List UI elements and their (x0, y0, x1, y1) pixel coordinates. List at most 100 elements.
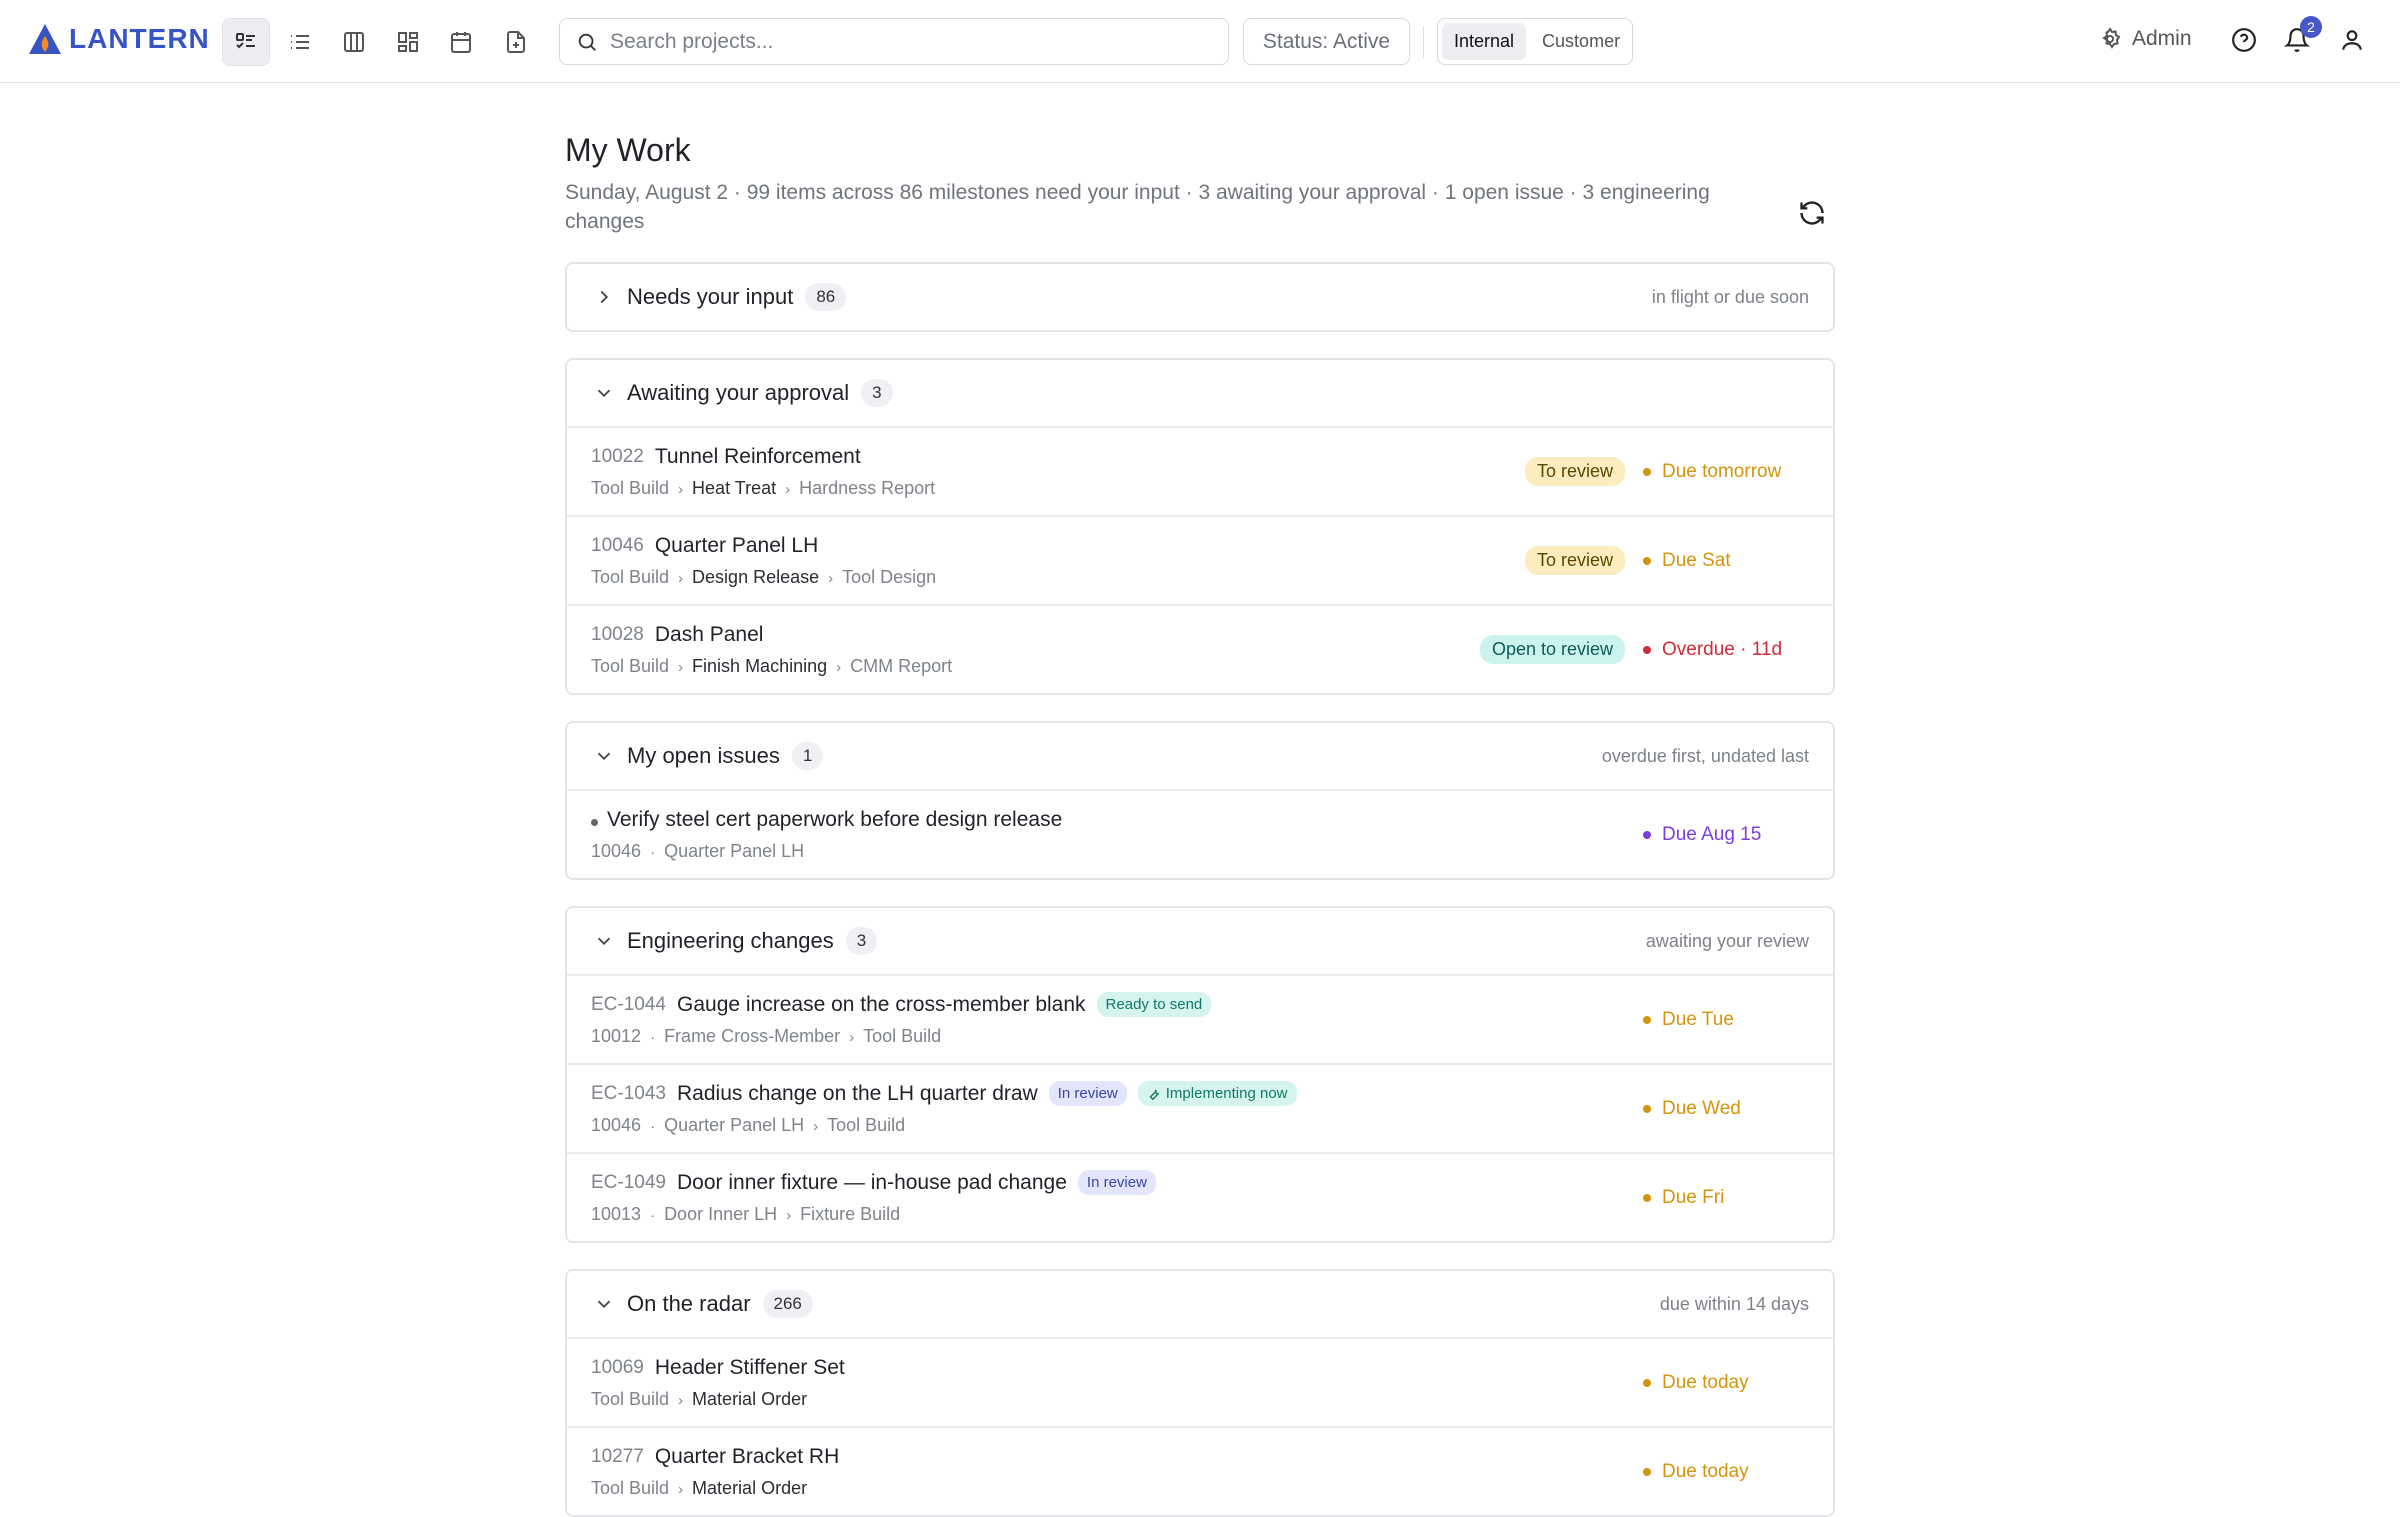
view-list[interactable] (276, 18, 324, 66)
reference: Quarter Panel LH (664, 840, 805, 861)
item-row[interactable]: 10028 Dash Panel Tool Build › Finish Machini… (567, 604, 1833, 693)
logo-text: LANTERN (69, 23, 210, 54)
content: My Work Sunday, August 2 · 99 items acro… (565, 83, 1835, 1517)
view-board[interactable] (330, 18, 378, 66)
status-filter[interactable]: Status: Active (1243, 18, 1410, 65)
item-title-line: EC-1049 Door inner fixture — in-house pad… (591, 1170, 1643, 1195)
breadcrumb: Tool Build (591, 1477, 670, 1498)
view-my-work[interactable] (222, 18, 270, 66)
tag-label: In review (1086, 1174, 1147, 1191)
section-note: overdue first, undated last (1601, 745, 1809, 766)
item-main: EC-1049 Door inner fixture — in-house pad… (591, 1170, 1643, 1225)
item-row[interactable]: 10022 Tunnel Reinforcement Tool Build › Heat… (567, 426, 1833, 515)
page-subtitle: Sunday, August 2 · 99 items across 86 mi… (565, 181, 1710, 233)
due-dot (1643, 1467, 1651, 1476)
reference: Quarter Panel LH (664, 1115, 805, 1135)
help-button[interactable] (2231, 27, 2257, 53)
refresh-button[interactable] (1798, 199, 1826, 227)
separator: · (650, 1029, 656, 1046)
separator: · (650, 1118, 656, 1135)
logo[interactable]: LANTERN (27, 22, 210, 56)
separator: › (678, 480, 684, 498)
item-tag: In review (1077, 1170, 1156, 1195)
user-button[interactable] (2339, 27, 2365, 53)
item-code: 10028 (591, 623, 644, 645)
due-dot (1643, 1193, 1651, 1202)
reference: 10046 (591, 840, 642, 861)
due-label: Due Aug 15 (1662, 823, 1762, 845)
chevron (593, 382, 615, 404)
tag-label: In review (1057, 1085, 1118, 1102)
item-title-line: Verify steel cert paperwork before desig… (591, 808, 1643, 832)
item-tag: Ready to send (1096, 992, 1212, 1017)
breadcrumb: Tool Build (591, 1388, 670, 1409)
section-header[interactable]: Needs your input 86 in flight or due soon (567, 264, 1833, 330)
view-calendar[interactable] (437, 18, 485, 66)
separator: › (678, 569, 684, 587)
section-count: 86 (805, 283, 847, 311)
due-label: Overdue · 11d (1662, 638, 1783, 660)
section-title: Awaiting your approval (627, 380, 850, 405)
item-main: 10277 Quarter Bracket RH Tool Build › Materi… (591, 1445, 1643, 1499)
section-count: 3 (861, 379, 893, 407)
reference: Fixture Build (800, 1204, 901, 1224)
due-date: Overdue · 11d (1643, 639, 1833, 661)
section-header[interactable]: My open issues 1 overdue first, undated la… (567, 723, 1833, 789)
toggle-option[interactable]: Customer (1542, 31, 1621, 51)
breadcrumb: Tool Design (842, 566, 937, 587)
due-date: Due Wed (1643, 1098, 1833, 1120)
item-row[interactable]: Verify steel cert paperwork before desig… (567, 789, 1833, 878)
item-tag: In review (1048, 1081, 1127, 1106)
separator: › (785, 480, 791, 498)
due-dot (1643, 830, 1651, 839)
admin-link[interactable]: Admin (2098, 27, 2192, 51)
breadcrumb: Hardness Report (799, 477, 936, 498)
reference: 10012 (591, 1026, 642, 1046)
item-name: Verify steel cert paperwork before desig… (607, 807, 1063, 831)
item-row[interactable]: EC-1049 Door inner fixture — in-house pad… (567, 1152, 1833, 1241)
breadcrumb: Design Release (692, 566, 820, 587)
due-label: Due Sat (1662, 549, 1731, 571)
section-note: awaiting your review (1645, 930, 1809, 951)
toggle-option[interactable]: Internal (1442, 23, 1527, 60)
item-title-line: 10022 Tunnel Reinforcement (591, 445, 1525, 469)
view-grid[interactable] (384, 18, 432, 66)
item-title-line: 10277 Quarter Bracket RH (591, 1445, 1643, 1469)
section-header[interactable]: Engineering changes 3 awaiting your review (567, 908, 1833, 974)
item-name: Dash Panel (654, 622, 764, 646)
reference: Frame Cross-Member (664, 1026, 841, 1046)
item-row[interactable]: EC-1043 Radius change on the LH quarter d… (567, 1063, 1833, 1152)
view-report[interactable] (492, 18, 540, 66)
item-code: 10277 (591, 1445, 644, 1467)
due-date: Due Fri (1643, 1187, 1833, 1209)
item-main: Verify steel cert paperwork before desig… (591, 808, 1643, 862)
section: Awaiting your approval 3 10022 Tunnel Reinf… (565, 358, 1835, 695)
item-row[interactable]: 10277 Quarter Bracket RH Tool Build › Materi… (567, 1426, 1833, 1515)
breadcrumb: Heat Treat (692, 477, 777, 498)
notifications-button[interactable] (2284, 27, 2310, 53)
item-row[interactable]: EC-1044 Gauge increase on the cross-membe… (567, 974, 1833, 1063)
separator: › (786, 1207, 792, 1224)
item-code: EC-1044 (591, 993, 666, 1015)
item-meta: Tool Build › Heat Treat › Hardness Report (591, 478, 1525, 499)
item-name: Gauge increase on the cross-member blank (677, 992, 1086, 1016)
section: Engineering changes 3 awaiting your review… (565, 906, 1835, 1243)
item-row[interactable]: 10046 Quarter Panel LH Tool Build › Design R… (567, 515, 1833, 604)
section-header[interactable]: Awaiting your approval 3 (567, 360, 1833, 426)
due-date: Due tomorrow (1643, 461, 1833, 483)
item-name: Door inner fixture — in-house pad change (677, 1170, 1067, 1194)
reference: Tool Build (827, 1115, 906, 1135)
item-meta: Tool Build › Material Order (591, 1389, 1643, 1410)
item-row[interactable]: 10069 Header Stiffener Set Tool Build › Mate… (567, 1337, 1833, 1426)
section-title: My open issues (627, 743, 780, 768)
divider (1423, 26, 1424, 58)
item-name: Radius change on the LH quarter draw (677, 1081, 1038, 1105)
separator: › (678, 658, 684, 676)
breadcrumb: Tool Build (591, 655, 670, 676)
due-dot (1643, 1378, 1651, 1387)
separator: › (849, 1029, 855, 1046)
item-code: 10069 (591, 1356, 644, 1378)
search-box[interactable]: Search projects... (559, 18, 1229, 65)
separator: › (678, 1391, 684, 1409)
section-header[interactable]: On the radar 266 due within 14 days (567, 1271, 1833, 1337)
